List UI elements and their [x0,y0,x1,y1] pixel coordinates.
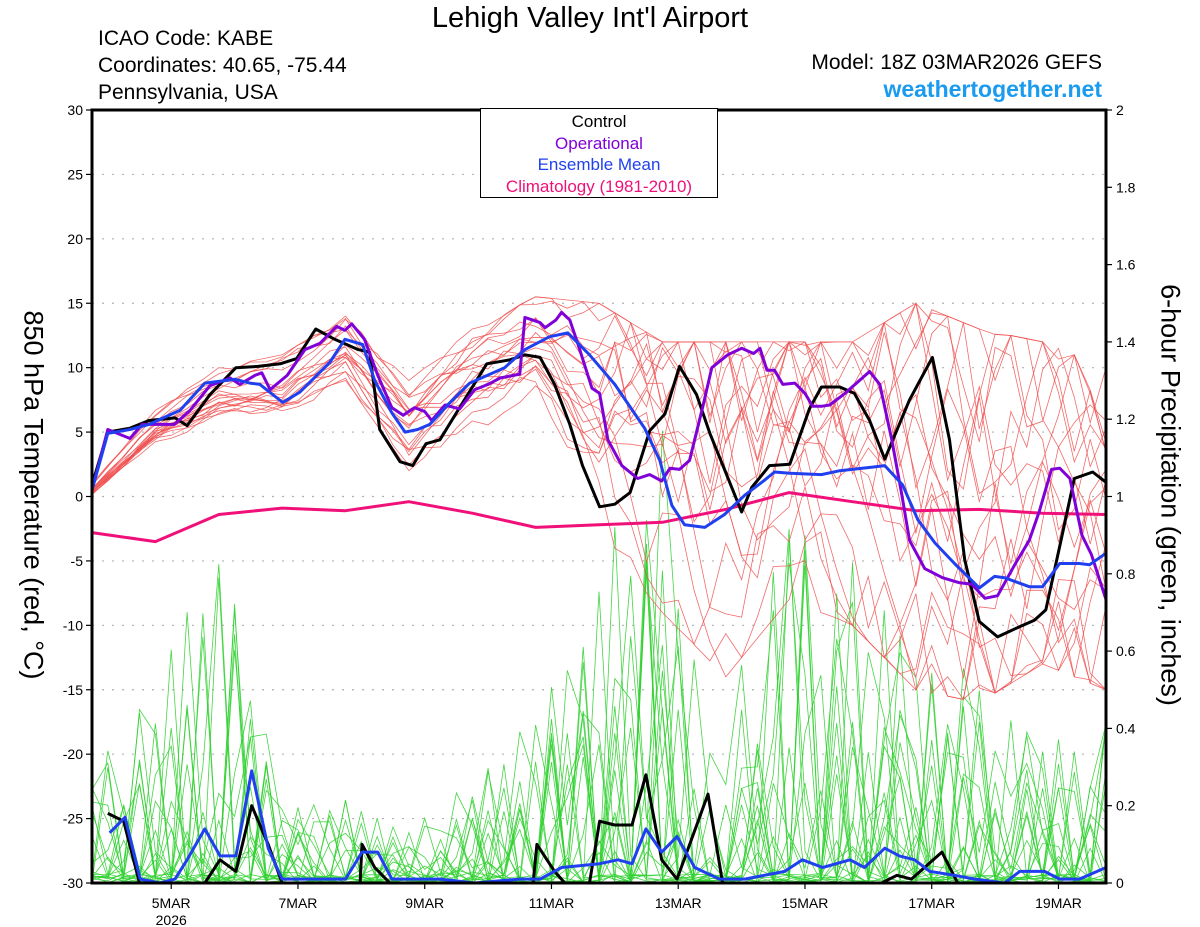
precip-member-line [91,562,1107,884]
y-right-tick-label: 1.8 [1116,179,1136,195]
temp-member-line [91,318,1107,679]
temp-member-line [91,309,1107,645]
temp-mean-line [90,331,1107,590]
y-right-tick-label: 0.4 [1116,720,1136,736]
gridlines [92,173,1106,820]
model-run: Model: 18Z 03MAR2026 GEFS [811,51,1102,74]
y-left-tick-label: -20 [63,746,83,762]
y-right-tick-label: 0 [1116,875,1124,891]
legend-ensemble-mean: Ensemble Mean [537,155,661,174]
temp-member-line [91,300,1107,488]
precip-member-line [91,543,1107,884]
y-left-tick-label: 5 [75,424,83,440]
y-right-tick-label: 2 [1116,102,1124,118]
x-tick-label: 17MAR [908,895,955,911]
temp-member-line [91,315,1107,701]
y-left-tick-label: -25 [63,811,83,827]
precip-member-line [91,690,1107,884]
y-left-tick-label: -15 [63,682,83,698]
x-tick-label: 5MAR [152,895,191,911]
y-left-tick-label: -5 [71,553,84,569]
y-left-tick-label: 10 [67,360,83,376]
icao-code: ICAO Code: KABE [98,27,274,50]
y-right-tick-label: 1.2 [1116,411,1136,427]
coordinates: Coordinates: 40.65, -75.44 [98,54,347,77]
y-left-tick-label: 20 [67,231,83,247]
region: Pennsylvania, USA [98,81,278,104]
temp-member-line [91,312,1107,496]
y-right-tick-label: 0.2 [1116,798,1136,814]
x-tick-label: 13MAR [655,895,702,911]
y-right-tick-label: 0.8 [1116,566,1136,582]
y-right-tick-label: 1.4 [1116,334,1136,350]
temp-climatology-line [91,491,1107,544]
x-tick-label: 7MAR [279,895,318,911]
temp-member-line [91,346,1107,694]
legend: Control Operational Ensemble Mean Climat… [480,108,718,198]
temp-member-line [91,347,1107,679]
y-left-tick-label: 25 [67,166,83,182]
x-tick-sublabel: 2026 [156,912,187,927]
temp-member-line [91,329,1107,547]
temp-members [91,296,1107,701]
y-left-tick-label: 15 [67,295,83,311]
legend-control: Control [571,112,627,131]
y-right-tick-label: 0.6 [1116,643,1136,659]
chart-title: Lehigh Valley Int'l Airport [431,2,749,34]
temp-operational-line [90,310,1108,601]
y-left-tick-label: -10 [63,617,83,633]
temp-member-line [91,296,1107,632]
y-axis-right-label: 6-hour Precipitation (green, inches) [1155,284,1186,706]
legend-climatology: Climatology (1981-2010) [505,176,693,196]
y-axis-left-label: 850 hPa Temperature (red, °C) [18,310,49,680]
temp-member-line [91,321,1107,694]
y-right-tick-label: 1 [1116,489,1124,505]
legend-operational: Operational [555,133,643,153]
x-tick-label: 9MAR [405,895,444,911]
y-right-tick-label: 1.6 [1116,257,1136,273]
temp-member-line [91,322,1107,523]
x-tick-label: 11MAR [529,895,575,911]
temp-control-line [90,327,1107,639]
y-left-tick-label: -30 [63,875,83,891]
precip-mean-line [108,769,1107,885]
y-left-tick-label: 0 [75,489,83,505]
site-link[interactable]: weathertogether.net [883,76,1102,102]
x-tick-label: 19MAR [1035,895,1082,911]
x-tick-label: 15MAR [782,895,829,911]
y-left-tick-label: 30 [67,102,83,118]
